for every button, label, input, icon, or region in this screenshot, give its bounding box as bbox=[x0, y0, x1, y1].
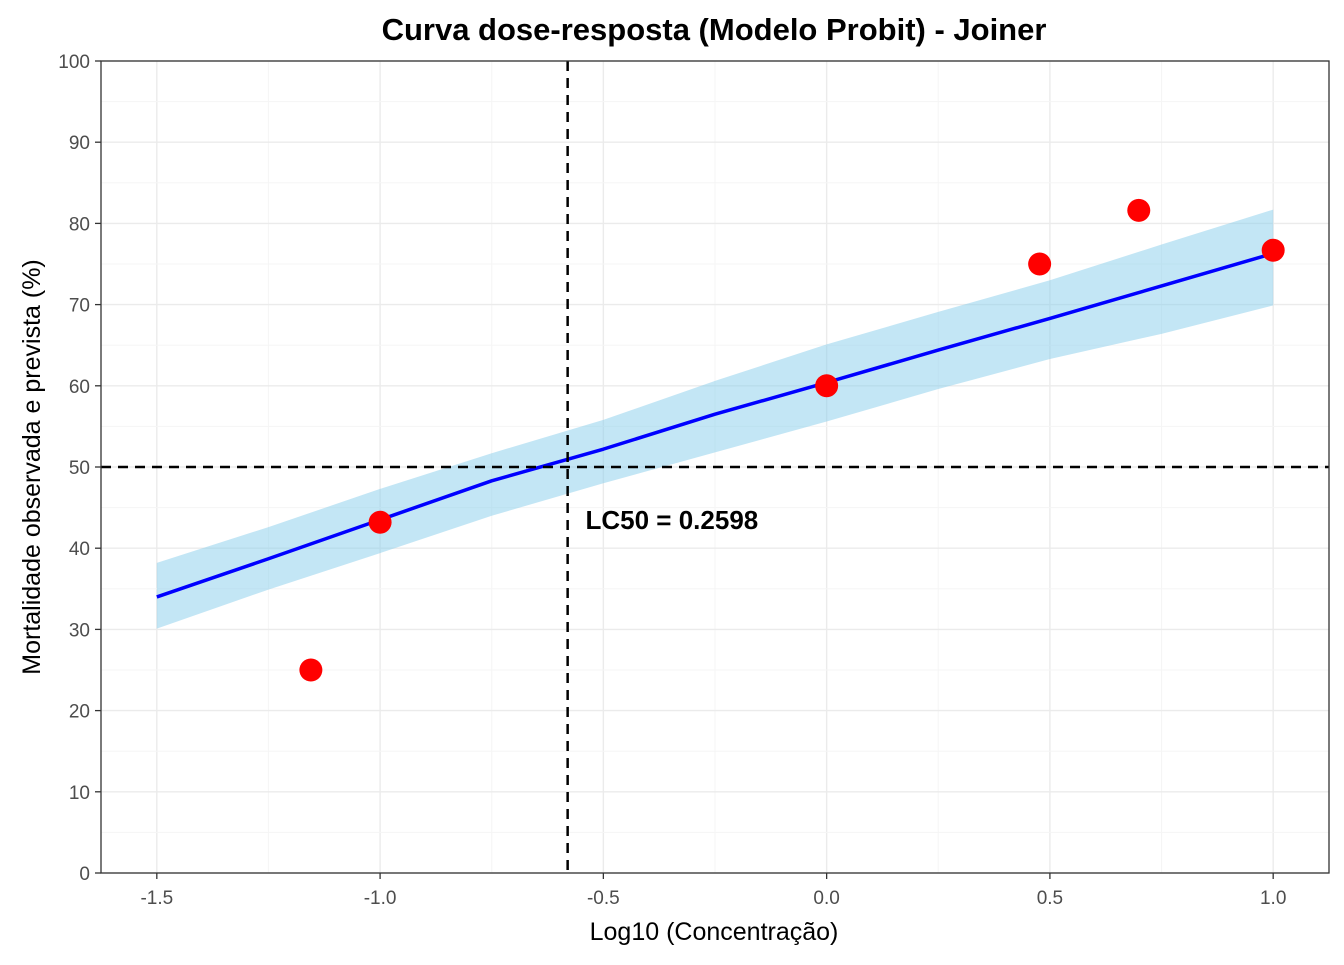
reference-lines bbox=[101, 61, 1329, 873]
y-tick-label: 60 bbox=[69, 377, 90, 398]
observed-point bbox=[299, 658, 323, 682]
annotation-group: LC50 = 0.2598 bbox=[586, 505, 759, 535]
x-tick-label: -1.0 bbox=[364, 888, 397, 909]
observed-point bbox=[1261, 238, 1285, 262]
x-tick-label: 0.5 bbox=[1037, 888, 1063, 909]
y-tick-label: 70 bbox=[69, 296, 90, 317]
confidence-band-group bbox=[156, 209, 1274, 629]
x-tick-label: -0.5 bbox=[587, 888, 620, 909]
y-axis-title: Mortalidade observada e prevista (%) bbox=[18, 259, 46, 674]
observed-point bbox=[1127, 198, 1151, 222]
y-tick-label: 30 bbox=[69, 620, 90, 641]
x-axis-ticks: -1.5 -1.0 -0.5 0.0 0.5 1.0 bbox=[140, 873, 1286, 909]
confidence-band bbox=[156, 209, 1274, 629]
observed-point bbox=[815, 374, 839, 398]
y-tick-label: 0 bbox=[79, 864, 90, 885]
observed-point bbox=[368, 510, 392, 534]
y-tick-label: 50 bbox=[69, 458, 90, 479]
y-tick-label: 90 bbox=[69, 133, 90, 154]
y-tick-label: 40 bbox=[69, 539, 90, 560]
x-tick-label: 0.0 bbox=[813, 888, 839, 909]
chart-title: Curva dose-resposta (Modelo Probit) - Jo… bbox=[382, 12, 1047, 47]
y-tick-label: 10 bbox=[69, 783, 90, 804]
y-tick-label: 100 bbox=[58, 52, 90, 73]
y-tick-label: 20 bbox=[69, 702, 90, 723]
observed-point bbox=[1028, 252, 1052, 276]
fitted-line-group bbox=[156, 251, 1274, 599]
x-tick-label: 1.0 bbox=[1260, 888, 1286, 909]
lc50-annotation: LC50 = 0.2598 bbox=[586, 505, 759, 535]
x-tick-label: -1.5 bbox=[140, 888, 173, 909]
y-tick-label: 80 bbox=[69, 214, 90, 235]
observed-points bbox=[299, 198, 1285, 682]
x-axis-title: Log10 (Concentração) bbox=[590, 918, 839, 946]
fitted-probit-line bbox=[156, 251, 1274, 599]
y-axis-ticks: 0 10 20 30 40 50 60 70 80 90 100 bbox=[58, 52, 101, 885]
